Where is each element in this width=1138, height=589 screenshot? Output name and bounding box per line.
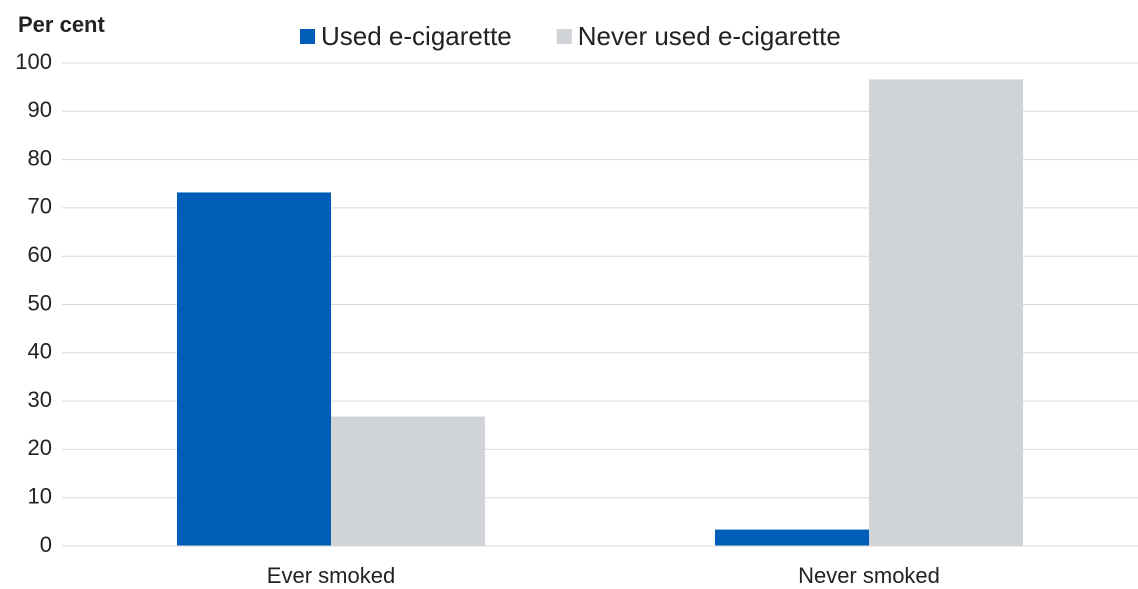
y-tick-label: 60: [28, 242, 52, 267]
y-axis-label: Per cent: [18, 12, 105, 37]
legend-label: Never used e-cigarette: [578, 21, 841, 51]
legend-swatch: [300, 29, 315, 44]
bar: [715, 529, 869, 546]
y-tick-label: 90: [28, 97, 52, 122]
y-tick-label: 80: [28, 145, 52, 170]
y-tick-label: 70: [28, 194, 52, 219]
bar: [331, 416, 485, 546]
y-tick-label: 20: [28, 435, 52, 460]
y-tick-label: 100: [15, 49, 52, 74]
y-tick-label: 40: [28, 339, 52, 364]
bar: [177, 192, 331, 546]
legend-label: Used e-cigarette: [321, 21, 512, 51]
y-tick-label: 30: [28, 387, 52, 412]
x-tick-label: Never smoked: [798, 563, 940, 588]
y-tick-label: 0: [40, 532, 52, 557]
y-tick-label: 10: [28, 484, 52, 509]
legend-swatch: [556, 29, 572, 44]
y-tick-label: 50: [28, 290, 52, 315]
x-tick-label: Ever smoked: [267, 563, 395, 588]
bar: [869, 79, 1023, 546]
